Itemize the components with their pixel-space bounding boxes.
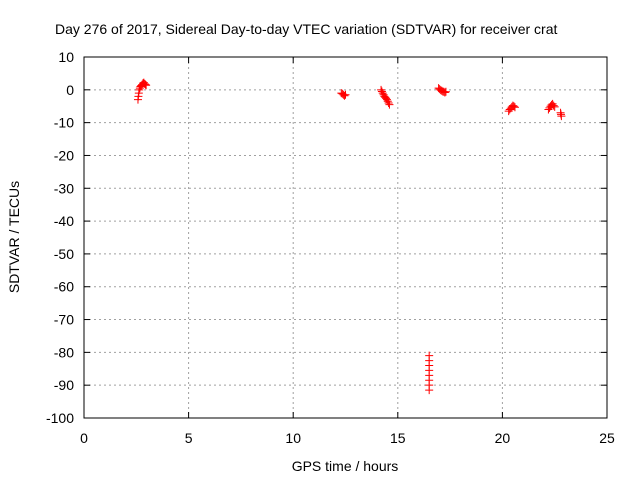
plot-frame <box>83 56 608 419</box>
x-tick-label: 0 <box>80 430 88 446</box>
data-point <box>382 95 391 104</box>
y-axis-label: SDTVAR / TECUs <box>6 181 22 293</box>
y-tick-label: -50 <box>54 246 74 262</box>
x-tick-label: 20 <box>495 430 511 446</box>
y-tick-label: -70 <box>54 312 74 328</box>
data-point <box>383 97 392 106</box>
y-tick-label: -10 <box>54 115 74 131</box>
x-tick-label: 25 <box>599 430 615 446</box>
data-point <box>510 103 519 112</box>
y-tick-label: -80 <box>54 344 74 360</box>
y-tick-label: -20 <box>54 147 74 163</box>
data-point <box>340 91 349 100</box>
data-point <box>341 90 350 99</box>
data-point <box>378 89 387 98</box>
data-point <box>377 87 386 96</box>
data-point <box>140 79 149 88</box>
grid-lines <box>84 57 607 418</box>
y-tick-label: 0 <box>66 82 74 98</box>
axis-ticks <box>83 56 608 419</box>
data-point <box>440 88 449 97</box>
data-point <box>509 102 518 111</box>
data-point <box>557 112 566 121</box>
x-tick-label: 5 <box>185 430 193 446</box>
data-point <box>384 98 393 107</box>
data-point <box>508 101 517 110</box>
data-point <box>135 85 144 94</box>
x-tick-label: 10 <box>285 430 301 446</box>
data-point <box>377 85 386 94</box>
y-tick-label: -100 <box>46 410 74 426</box>
data-points <box>133 78 566 395</box>
data-point <box>544 105 553 114</box>
y-tick-label: -90 <box>54 377 74 393</box>
data-point <box>141 80 150 89</box>
y-tick-label: -40 <box>54 213 74 229</box>
tick-labels: 0 5 10 15 20 25 10 0 -10 -20 -30 -40 -50 -60 -70 -80 -90… <box>46 49 615 446</box>
data-point <box>550 102 559 111</box>
chart-title: Day 276 of 2017, Sidereal Day-to-day VTE… <box>55 21 557 37</box>
y-tick-label: 10 <box>58 49 74 65</box>
data-point <box>441 87 450 96</box>
data-point <box>549 101 558 110</box>
data-point <box>142 81 151 90</box>
x-axis-label: GPS time / hours <box>292 458 399 474</box>
data-point <box>425 386 434 395</box>
y-tick-label: -60 <box>54 279 74 295</box>
x-tick-label: 15 <box>390 430 406 446</box>
y-tick-label: -30 <box>54 180 74 196</box>
data-point <box>385 100 394 109</box>
